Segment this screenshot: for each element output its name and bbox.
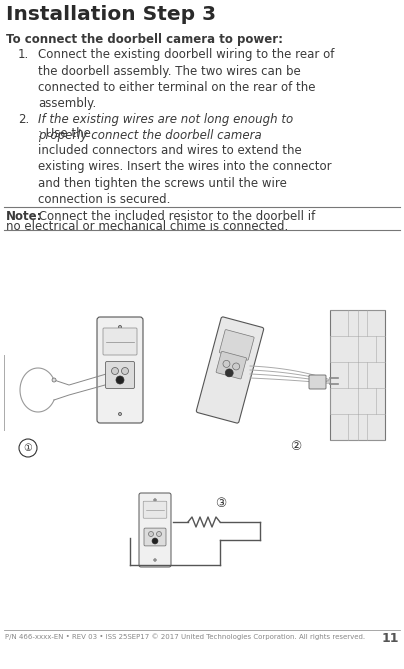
Text: 2.: 2. — [18, 113, 29, 126]
Text: 1.: 1. — [18, 48, 29, 61]
Bar — [330, 310, 385, 440]
Circle shape — [116, 376, 124, 384]
Circle shape — [233, 363, 240, 370]
Circle shape — [122, 367, 128, 375]
Text: Note:: Note: — [6, 210, 42, 223]
FancyBboxPatch shape — [219, 330, 254, 360]
Text: : Use the
included connectors and wires to extend the
existing wires. Insert the: : Use the included connectors and wires … — [38, 127, 332, 206]
Circle shape — [154, 499, 156, 501]
Circle shape — [52, 378, 56, 382]
Circle shape — [112, 367, 118, 375]
Circle shape — [156, 531, 162, 537]
Circle shape — [118, 326, 122, 328]
Circle shape — [118, 413, 122, 415]
Circle shape — [225, 369, 233, 377]
Text: Connect the included resistor to the doorbell if: Connect the included resistor to the doo… — [35, 210, 315, 223]
FancyBboxPatch shape — [309, 375, 326, 389]
Text: no electrical or mechanical chime is connected.: no electrical or mechanical chime is con… — [6, 220, 288, 233]
Circle shape — [223, 361, 230, 367]
FancyBboxPatch shape — [97, 317, 143, 423]
FancyBboxPatch shape — [103, 328, 137, 355]
Circle shape — [149, 531, 154, 537]
FancyBboxPatch shape — [144, 528, 166, 546]
Text: ②: ② — [290, 440, 301, 453]
Circle shape — [152, 538, 158, 544]
Circle shape — [19, 439, 37, 457]
Text: P/N 466-xxxx-EN • REV 03 • ISS 25SEP17 © 2017 United Technologies Corporation. A: P/N 466-xxxx-EN • REV 03 • ISS 25SEP17 ©… — [5, 633, 365, 640]
Text: To connect the doorbell camera to power:: To connect the doorbell camera to power: — [6, 33, 283, 46]
FancyBboxPatch shape — [196, 317, 264, 423]
Text: Installation Step 3: Installation Step 3 — [6, 5, 216, 24]
Text: If the existing wires are not long enough to
properly connect the doorbell camer: If the existing wires are not long enoug… — [38, 113, 293, 142]
Text: Connect the existing doorbell wiring to the rear of
the doorbell assembly. The t: Connect the existing doorbell wiring to … — [38, 48, 335, 110]
Text: ①: ① — [23, 443, 32, 453]
FancyBboxPatch shape — [143, 501, 167, 518]
FancyBboxPatch shape — [105, 361, 135, 389]
FancyBboxPatch shape — [139, 493, 171, 567]
Text: 11: 11 — [381, 632, 399, 645]
Text: ③: ③ — [215, 497, 226, 510]
FancyBboxPatch shape — [216, 351, 246, 379]
Circle shape — [154, 559, 156, 561]
